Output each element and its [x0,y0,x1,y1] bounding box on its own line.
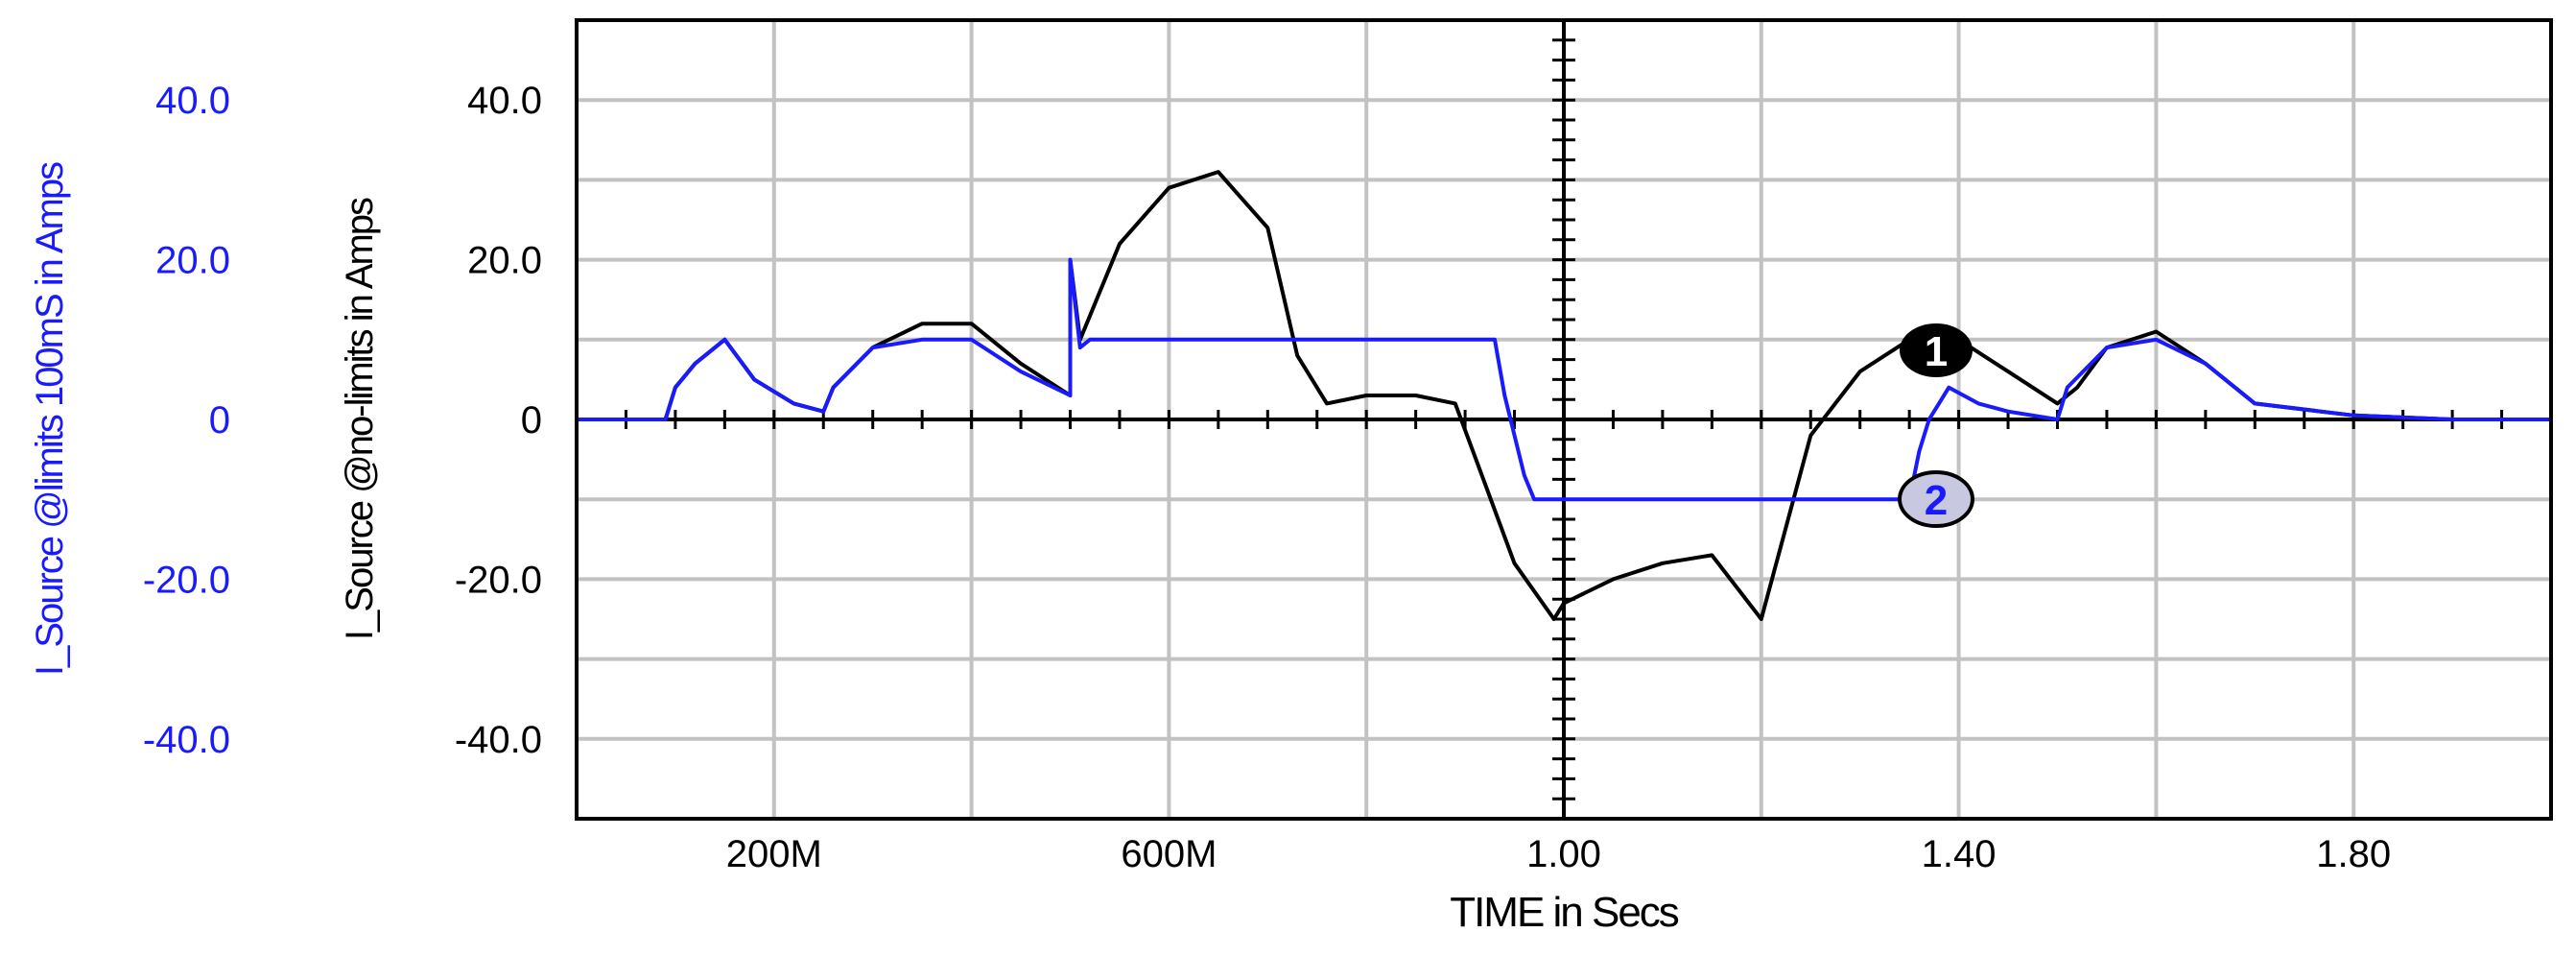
x-tick-label: 200M [726,833,822,875]
y-axis-label-limits: I_Source @limits 100mS in Amps [29,162,71,676]
x-axis-label: TIME in Secs [1450,889,1679,936]
series-marker-2-badge [1898,470,1974,528]
y-tick-label-limits: 0 [209,399,230,442]
x-tick-label: 600M [1121,833,1217,875]
series-layer [577,170,2551,621]
y-axis-label-no-limits: I_Source @no-limits in Amps [339,198,381,640]
x-tick-label: 1.00 [1526,833,1601,875]
series-marker-2-label: 2 [1925,477,1948,524]
y-tick-label-limits: -20.0 [143,559,230,601]
series-marker-1-label: 1 [1925,328,1948,375]
y-tick-label-no-limits: 0 [521,399,542,442]
x-tick-label: 1.40 [1922,833,1997,875]
label-layer: 1 2 200M 600M 1.00 1.40 1.80 TIME in Secs 40.0 20… [29,80,2391,936]
y-tick-label-no-limits: 20.0 [467,240,542,282]
series-line-2 [577,257,2551,502]
series-marker-2: 2 [1898,470,1974,528]
y-tick-label-limits: 40.0 [155,80,230,122]
y-tick-label-limits: 20.0 [155,240,230,282]
axis-layer [577,20,2551,819]
y-tick-label-limits: -40.0 [143,719,230,761]
plot-frame [575,18,2553,821]
y-tick-label-no-limits: -20.0 [455,559,542,601]
series-marker-1-badge [1900,323,1973,377]
series-marker-1: 1 [1900,323,1973,377]
x-tick-label: 1.80 [2316,833,2391,875]
y-tick-label-no-limits: 40.0 [467,80,542,122]
y-tick-label-no-limits: -40.0 [455,719,542,761]
